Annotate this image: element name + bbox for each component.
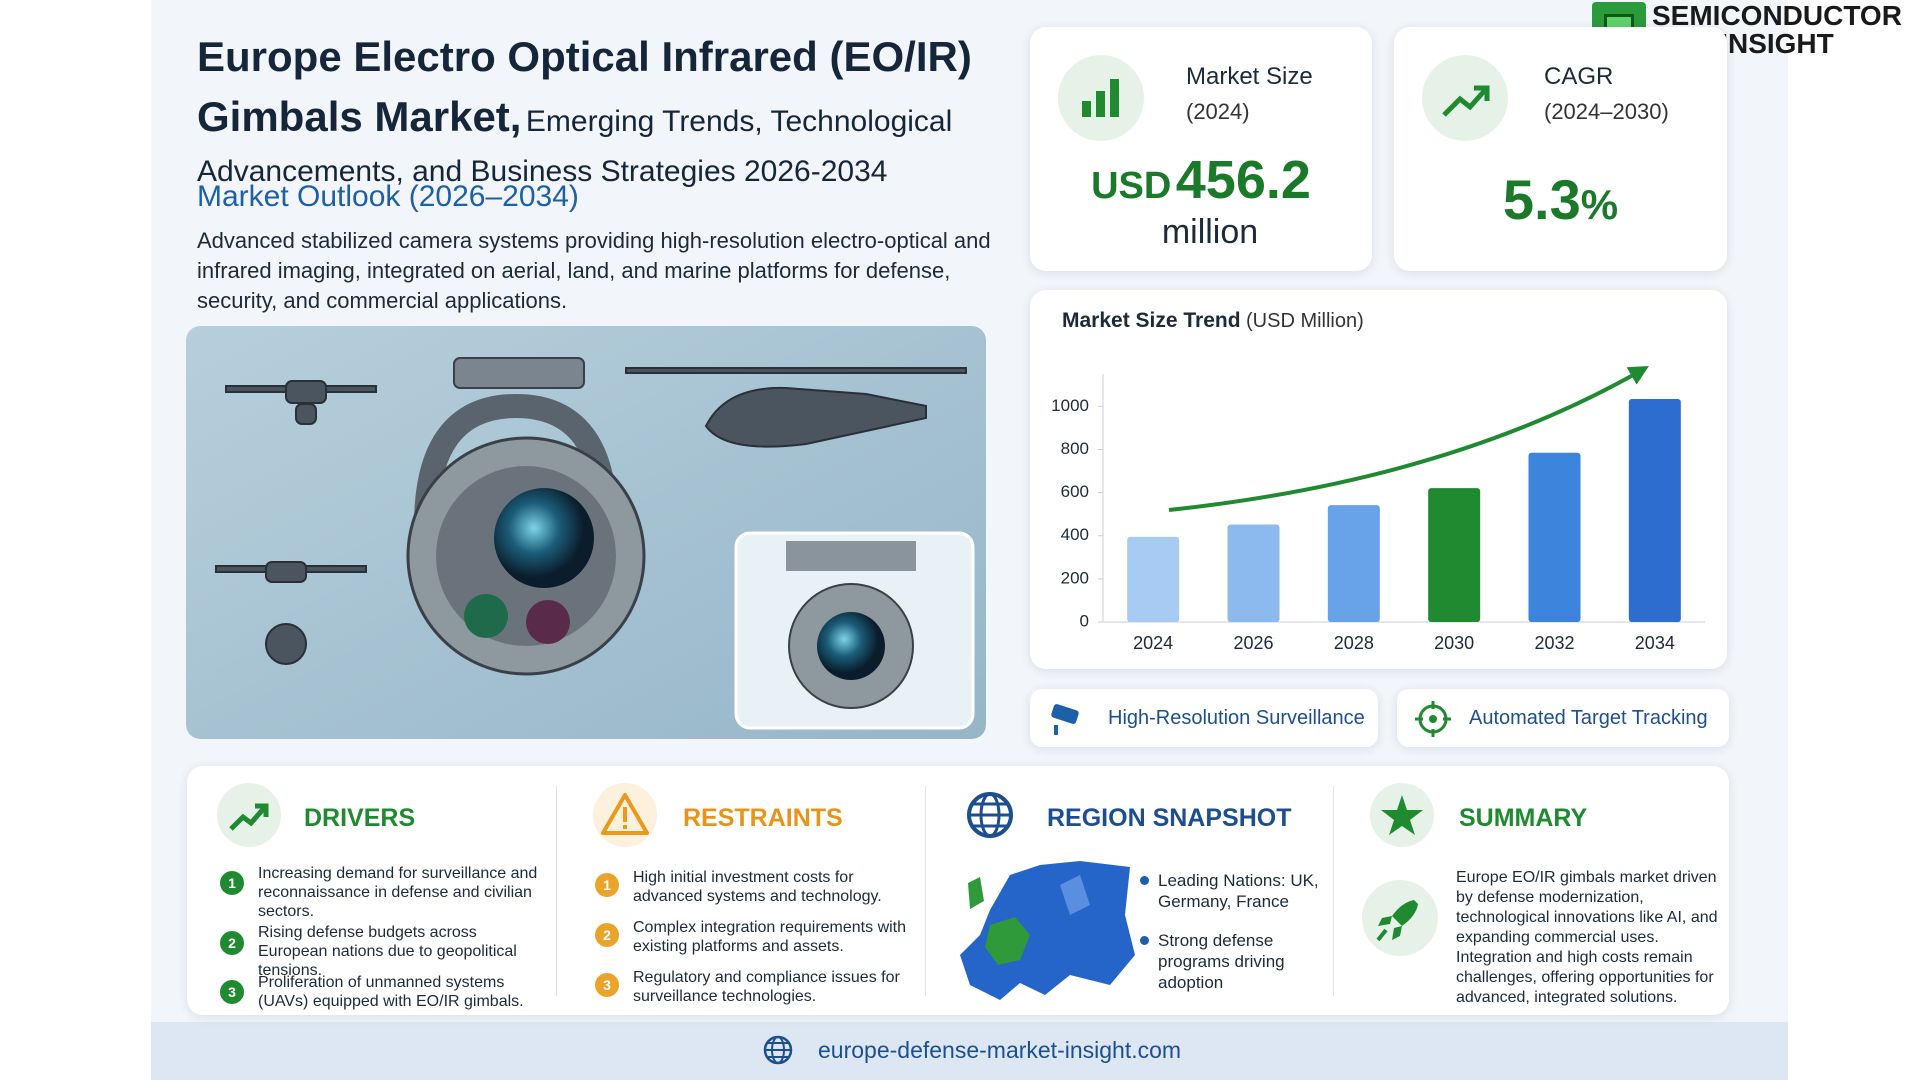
y-tick-label: 0: [1080, 611, 1089, 630]
title: Europe Electro Optical Infrared (EO/IR) …: [197, 33, 972, 140]
chart: Market Size Trend (USD Million) 0 200 400 6…: [1051, 309, 1705, 653]
section-title: REGION SNAPSHOT: [1047, 804, 1292, 832]
logo-line: SEMICONDUCTOR: [1652, 0, 1902, 31]
globe-icon: [763, 1035, 793, 1065]
kpi-period: (2024–2030): [1544, 99, 1669, 124]
summary-icon: [1370, 783, 1434, 847]
logo-text: SEMICONDUCTOR INSIGHT: [1652, 2, 1902, 58]
x-tick-label: 2030: [1434, 633, 1474, 653]
bar: [1428, 488, 1481, 622]
item-number: 3: [220, 980, 244, 1004]
title-rest: Emerging Trends, Technological Advanceme…: [197, 105, 953, 188]
kpi-icon: [1422, 55, 1508, 141]
x-tick-label: 2026: [1233, 633, 1273, 653]
bullet: [1140, 936, 1149, 945]
logo-line: INSIGHT: [1720, 28, 1834, 59]
europe-map: [960, 861, 1135, 1000]
y-tick-label: 200: [1061, 568, 1089, 587]
x-tick-label: 2028: [1334, 633, 1374, 653]
kpi-period: (2024): [1186, 99, 1250, 124]
rocket-icon: [1362, 880, 1438, 956]
restraints-icon: [593, 783, 657, 847]
divider: [1333, 786, 1334, 996]
chart-subtitle: (USD Million): [1246, 310, 1364, 332]
item-text: High initial investment costs for advanc…: [633, 869, 882, 905]
description: Advanced stabilized camera systems provi…: [197, 228, 991, 313]
chart-title: Market Size Trend: [1062, 309, 1241, 332]
target-icon: [1415, 701, 1451, 737]
trend-icon: [1442, 85, 1490, 117]
bar: [1628, 399, 1681, 622]
kpi-card: CAGR (2024–2030) 5.3%: [1394, 27, 1727, 271]
x-tick-label: 2024: [1133, 633, 1173, 653]
item-text: Strong defense programs driving adoption: [1158, 931, 1285, 992]
feature-pill: Automated Target Tracking: [1397, 689, 1729, 747]
item-text: Proliferation of unmanned systems (UAVs)…: [258, 974, 524, 1010]
footer-bar: [151, 1022, 1788, 1080]
kpi-value: 5.3: [1502, 168, 1581, 231]
kpi-value-row: 5.3%: [1394, 167, 1727, 232]
kpi-unit: million: [1161, 213, 1259, 251]
item-number: 3: [595, 973, 619, 997]
y-tick-label: 400: [1061, 525, 1089, 544]
kpi-prefix: USD: [1091, 165, 1172, 207]
outlook-heading: Market Outlook (2026–2034): [197, 180, 579, 213]
divider: [556, 786, 557, 996]
section-title: RESTRAINTS: [683, 804, 843, 832]
y-tick-label: 600: [1061, 482, 1089, 501]
item-text: Complex integration requirements with ex…: [633, 919, 907, 955]
bar: [1127, 536, 1180, 622]
globe-icon: [967, 792, 1013, 838]
item-text: Increasing demand for surveillance and r…: [258, 865, 538, 920]
item-number: 1: [595, 873, 619, 897]
bar: [1528, 452, 1581, 622]
bullet: [1140, 876, 1149, 885]
y-tick-label: 1000: [1051, 396, 1089, 415]
item-number: 1: [220, 871, 244, 895]
title-block: Europe Electro Optical Infrared (EO/IR) …: [197, 32, 1017, 202]
drivers-icon: [217, 783, 281, 847]
illustration: [186, 326, 986, 739]
sections-card: [187, 766, 1729, 1015]
kpi-unit: %: [1580, 181, 1619, 228]
item-number: 2: [595, 923, 619, 947]
camera-icon: [1051, 704, 1079, 735]
kpi-icon: [1058, 55, 1144, 141]
kpi-value-row: USD 456.2: [1030, 149, 1372, 211]
kpi-label: CAGR: [1544, 63, 1614, 90]
x-tick-label: 2032: [1534, 633, 1574, 653]
chart-card: Market Size Trend (USD Million) 0 200 400 6…: [1030, 290, 1727, 669]
kpi-label: Market Size: [1186, 63, 1313, 90]
bar-icon: [1082, 79, 1119, 117]
y-tick-label: 800: [1061, 439, 1089, 458]
section-title: DRIVERS: [304, 804, 416, 832]
divider: [925, 786, 926, 996]
bar: [1227, 524, 1280, 622]
summary-text: Europe EO/IR gimbals market driven by de…: [1456, 869, 1718, 1006]
kpi-card: Market Size (2024) USD 456.2 million: [1030, 27, 1372, 271]
item-text: Regulatory and compliance issues for sur…: [633, 969, 900, 1005]
bar: [1327, 505, 1380, 622]
item-text: Leading Nations: UK, Germany, France: [1158, 871, 1319, 911]
kpi-value: 456.2: [1175, 150, 1311, 210]
item-text: Rising defense budgets across European n…: [258, 924, 517, 979]
trend-arrow: [1168, 366, 1649, 512]
feature-text: Automated Target Tracking: [1469, 707, 1708, 729]
feature-text: High-Resolution Surveillance: [1108, 707, 1365, 729]
x-tick-label: 2034: [1635, 633, 1675, 653]
feature-pill: High-Resolution Surveillance: [1030, 689, 1378, 747]
section-title: SUMMARY: [1459, 804, 1588, 832]
item-number: 2: [220, 931, 244, 955]
footer-url: europe-defense-market-insight.com: [818, 1037, 1182, 1063]
